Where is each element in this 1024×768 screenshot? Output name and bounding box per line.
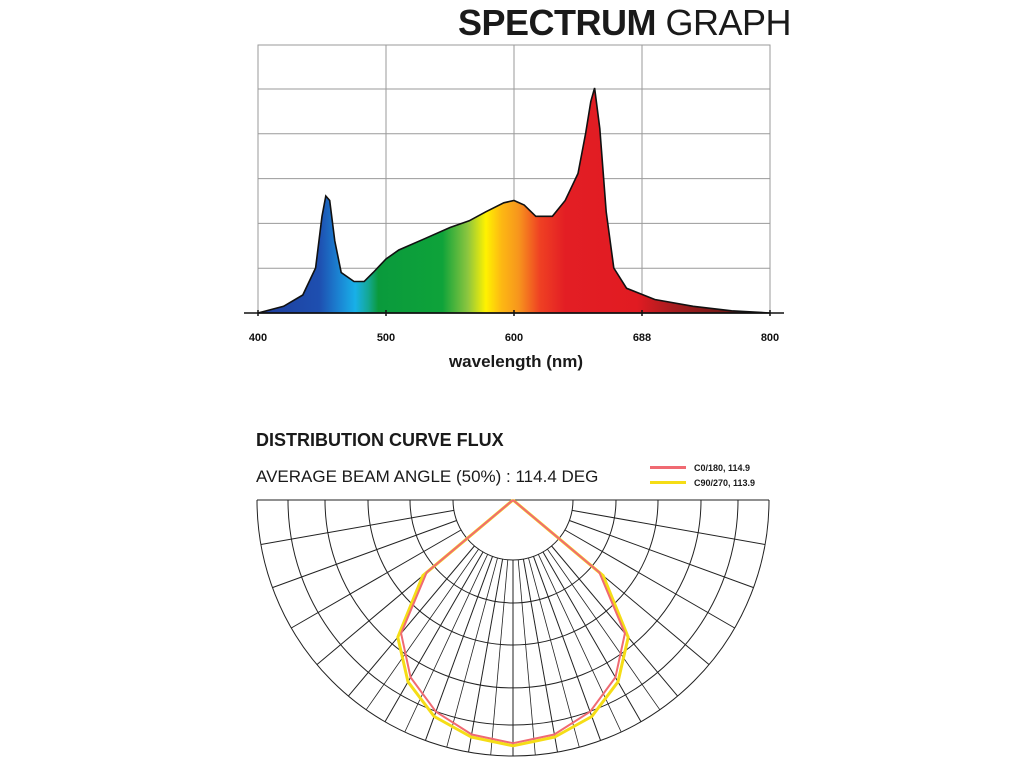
polar-series-c0-180 [400, 499, 626, 745]
polar-ring [256, 499, 770, 757]
polar-spoke [558, 538, 710, 665]
spectrum-x-axis-label: wavelength (nm) [448, 352, 584, 371]
polar-spoke [572, 509, 766, 545]
polar-ring [367, 499, 659, 646]
polar-spoke [291, 529, 462, 629]
polar-spoke [468, 559, 504, 753]
polar-spoke-fine [528, 557, 580, 748]
polar-grid [256, 499, 770, 757]
spectrum-x-tick-label: 400 [249, 332, 267, 344]
polar-spoke [316, 538, 468, 665]
distribution-title: DISTRIBUTION CURVE FLUX [256, 430, 504, 450]
legend-item-c90: C90/270, 113.9 [650, 475, 755, 490]
spectrum-chart: 400 500 600 688 800 [244, 44, 784, 344]
polar-spoke [260, 509, 454, 545]
distribution-legend: C0/180, 114.9 C90/270, 113.9 [650, 460, 755, 490]
polar-spoke [564, 529, 735, 629]
polar-spoke [551, 545, 678, 697]
spectrum-x-tick-label: 600 [505, 332, 523, 344]
polar-spoke [542, 551, 642, 722]
legend-label-c0: C0/180, 114.9 [694, 462, 751, 473]
spectrum-area [257, 87, 771, 314]
polar-series-c90-270 [396, 498, 630, 748]
distribution-subtitle: AVERAGE BEAM ANGLE (50%) : 114.4 DEG [256, 467, 599, 486]
polar-spoke [424, 556, 493, 741]
polar-spoke [522, 559, 558, 753]
spectrum-x-ticks: 400 500 600 688 800 [244, 310, 784, 344]
polar-spoke [384, 551, 484, 722]
legend-swatch-c0 [650, 466, 686, 469]
polar-spoke [348, 545, 475, 697]
spectrum-title-bold: SPECTRUM [458, 2, 657, 43]
polar-spoke-fine [446, 557, 498, 748]
polar-spoke-fine [365, 548, 479, 710]
spectrum-x-tick-label: 688 [633, 332, 651, 344]
polar-spoke-fine [490, 559, 509, 756]
polar-spoke-fine [517, 559, 536, 756]
spectrum-title-light: GRAPH [665, 2, 792, 43]
polar-spoke [569, 520, 754, 589]
spectrum-x-tick-label: 500 [377, 332, 395, 344]
legend-swatch-c90 [650, 481, 686, 484]
polar-ring [409, 499, 617, 604]
polar-spoke [533, 556, 602, 741]
polar-ring [452, 499, 574, 561]
legend-item-c0: C0/180, 114.9 [650, 460, 755, 475]
spectrum-grid [257, 44, 771, 314]
polar-series [396, 498, 630, 748]
legend-label-c90: C90/270, 113.9 [694, 477, 756, 488]
spectrum-title: SPECTRUM GRAPH [458, 2, 792, 44]
polar-ring [287, 499, 739, 726]
polar-spoke-fine [547, 548, 661, 710]
spectrum-x-tick-label: 800 [761, 332, 779, 344]
polar-spoke-fine [404, 554, 488, 733]
polar-spoke [272, 520, 457, 589]
polar-spoke-fine [538, 554, 622, 733]
polar-ring [324, 499, 702, 689]
